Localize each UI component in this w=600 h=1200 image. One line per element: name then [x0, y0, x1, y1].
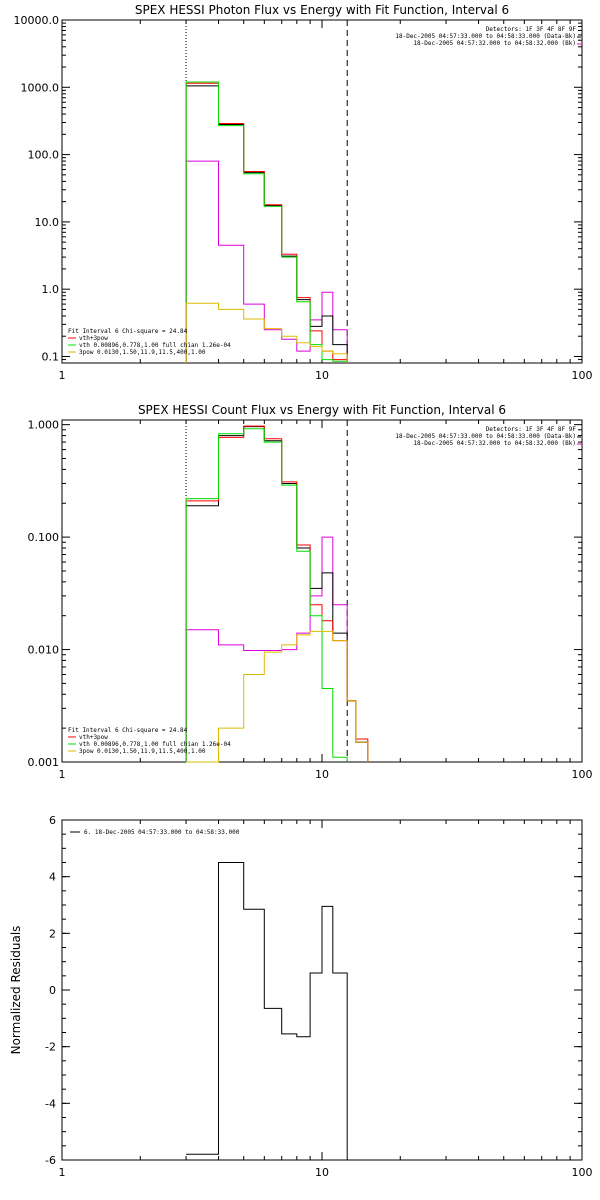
panel-3: 1 10 100 -6 -4 -2 0 2 4 6 Normalized Residuals 6. 1… [9, 814, 593, 1179]
y-tick-label: -6 [45, 1154, 56, 1167]
series-black-line [186, 862, 348, 1160]
plot-frame [61, 819, 583, 1161]
fit-legend-entry: 3pow 0.0130,1.50,11.9,11.5,400,1.00 [79, 748, 206, 755]
info-line: 18-Dec-2005 04:57:33.000 to 04:58:33.000… [395, 433, 576, 440]
residual-legend-label: 6. 18-Dec-2005 04:57:33.000 to 04:58:33.… [84, 829, 240, 836]
y-tick-label: -2 [45, 1041, 56, 1054]
info-line: 18-Dec-2005 04:57:33.000 to 04:58:33.000… [395, 33, 576, 40]
y-tick-label: 0 [49, 984, 56, 997]
y-tick-label: 2 [49, 927, 56, 940]
x-tick-label: 10 [315, 768, 329, 781]
y-tick-label: 10.0 [35, 216, 60, 229]
y-tick-label: 0.001 [28, 756, 60, 769]
x-tick-label: 100 [572, 369, 593, 382]
fit-legend-entry: vth 0.00896,0.778,1.00 full chian 1.26e-… [79, 741, 231, 748]
series-magenta-line [185, 160, 348, 363]
series-black-line [185, 85, 348, 363]
series-black-line [185, 426, 369, 762]
info-line: 18-Dec-2005 04:57:32.000 to 04:58:32.000… [413, 440, 576, 447]
panel-2: SPEX HESSI Count Flux vs Energy with Fit… [28, 403, 593, 781]
x-tick-label: 10 [315, 1166, 329, 1179]
y-tick-label: -4 [45, 1097, 56, 1110]
series-red-line [185, 82, 348, 363]
panel-1: SPEX HESSI Photon Flux vs Energy with Fi… [14, 3, 593, 382]
y-tick-label: 100.0 [28, 149, 60, 162]
series-yellow-line [186, 630, 369, 763]
y-axis-label: Normalized Residuals [9, 926, 23, 1055]
y-tick-label: 0.1 [42, 350, 60, 363]
x-tick-label: 100 [572, 768, 593, 781]
y-tick-label: 10000.0 [14, 14, 60, 27]
series-red-line [185, 425, 369, 762]
y-tick-label: 4 [49, 871, 56, 884]
fit-legend-header: Fit Interval 6 Chi-square = 24.84 [68, 727, 188, 734]
x-tick-label: 1 [59, 768, 66, 781]
y-tick-label: 1.000 [28, 419, 60, 432]
y-tick-label: 6 [49, 814, 56, 827]
fit-legend-entry: 3pow 0.0130,1.50,11.9,11.5,400,1.00 [79, 349, 206, 356]
fit-legend-entry: vth 0.00896,0.778,1.00 full chian 1.26e-… [79, 342, 231, 349]
y-tick-label: 0.100 [28, 531, 60, 544]
info-line: Detectors: 1F 3F 4F 8F 9F [486, 426, 577, 433]
x-tick-label: 1 [59, 1166, 66, 1179]
chart-title: SPEX HESSI Count Flux vs Energy with Fit… [138, 403, 506, 417]
fit-legend-header: Fit Interval 6 Chi-square = 24.84 [68, 328, 188, 335]
x-tick-label: 100 [572, 1166, 593, 1179]
fit-legend-entry: vth+3pow [79, 734, 108, 741]
x-tick-label: 10 [315, 369, 329, 382]
series-green-line [185, 428, 348, 762]
y-tick-label: 1.0 [42, 283, 60, 296]
chart-title: SPEX HESSI Photon Flux vs Energy with Fi… [135, 3, 509, 17]
y-tick-label: 1000.0 [21, 81, 60, 94]
x-tick-label: 1 [59, 369, 66, 382]
series-magenta-line [185, 536, 369, 762]
series-yellow-line [185, 302, 348, 363]
series-green-line [185, 81, 348, 363]
fit-legend-entry: vth+3pow [79, 335, 108, 342]
info-line: 18-Dec-2005 04:57:32.000 to 04:58:32.000… [413, 40, 576, 47]
y-tick-label: 0.010 [28, 644, 60, 657]
info-line: Detectors: 1F 3F 4F 8F 9F [486, 26, 577, 33]
